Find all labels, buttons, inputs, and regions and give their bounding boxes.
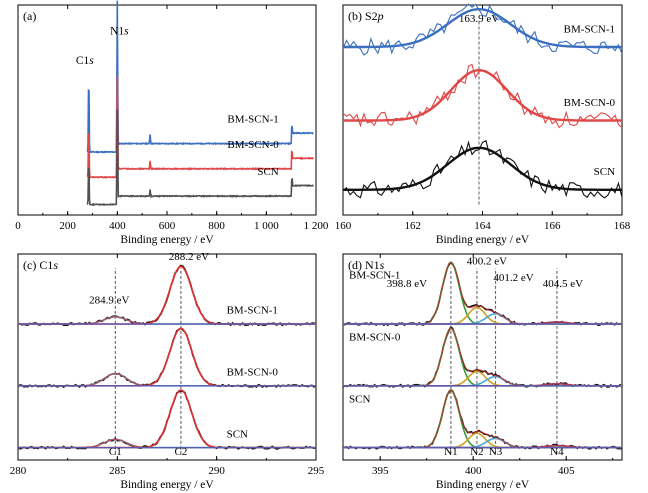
panel-label: (a)	[23, 9, 36, 23]
series-line	[86, 0, 314, 154]
x-tick-label: 166	[544, 220, 561, 232]
raw-spectrum	[342, 388, 623, 450]
x-axis-label: Binding energy / eV	[120, 479, 214, 491]
x-axis-label: Binding energy / eV	[120, 234, 214, 246]
panel-b: 160 162 164 166 168 Binding energy / eV (b) S2…	[335, 3, 631, 246]
series-label: SCN	[227, 428, 248, 440]
x-tick-label: 800	[208, 220, 225, 232]
x-tick-label: 290	[208, 465, 225, 477]
fit-curve	[343, 7, 622, 49]
x-tick-label: 200	[59, 220, 76, 232]
series-label: BM-SCN-1	[349, 270, 400, 282]
peak-annotation: 284.9 eV	[89, 294, 129, 306]
series-line	[86, 76, 314, 180]
axes-frame	[342, 253, 623, 461]
series-label: BM-SCN-0	[564, 97, 616, 109]
peak-label: N1s	[110, 25, 129, 37]
fit-envelope	[343, 389, 622, 449]
series-label: BM-SCN-1	[227, 114, 278, 126]
series-label: BM-SCN-0	[227, 367, 279, 379]
panel-a: 0 200 400 600 800 1 000 1 200 Binding energy / …	[15, 0, 329, 246]
peak-annotation: 288.2 eV	[169, 251, 209, 263]
x-tick-label: 1 000	[254, 220, 279, 232]
series-label: BM-SCN-0	[349, 332, 401, 344]
component-label: N2	[470, 446, 483, 458]
fit-curve	[343, 68, 622, 122]
reference-label: 163.9 eV	[459, 13, 499, 25]
peak-annotation: 400.2 eV	[467, 255, 507, 267]
axes-frame	[17, 253, 317, 461]
x-tick-label: 280	[10, 465, 27, 477]
x-tick-label: 395	[372, 465, 389, 477]
fit-envelope	[18, 389, 316, 449]
x-tick-label: 0	[15, 220, 21, 232]
panel-label: (d) N1s	[348, 258, 385, 272]
x-tick-label: 1 200	[304, 220, 329, 232]
axes-frame	[342, 4, 623, 216]
x-tick-label: 600	[159, 220, 176, 232]
component-label: N4	[550, 446, 564, 458]
x-tick-label: 295	[308, 465, 325, 477]
raw-spectrum	[342, 140, 623, 199]
series-label: SCN	[594, 166, 615, 178]
peak-annotation: 401.2 eV	[493, 272, 533, 284]
x-tick-label: 285	[109, 465, 126, 477]
x-tick-label: 400	[109, 220, 126, 232]
component-curve	[343, 370, 622, 387]
component-label: C1	[109, 446, 122, 458]
series-label: BM-SCN-1	[564, 23, 615, 35]
axes-frame	[17, 4, 317, 216]
component-curve	[343, 388, 622, 449]
panel-label: (b) S2p	[348, 9, 384, 23]
x-axis-label: Binding energy / eV	[436, 234, 530, 246]
x-tick-label: 162	[405, 220, 422, 232]
panel-c: 280 285 290 295 Binding energy / eV (c) C1s BM…	[10, 251, 325, 491]
series-label: SCN	[349, 393, 370, 405]
component-curve	[343, 306, 622, 325]
peak-annotation: 404.5 eV	[543, 278, 583, 290]
panel-label: (c) C1s	[23, 258, 58, 272]
series-label: BM-SCN-1	[227, 305, 278, 317]
x-axis-label: Binding energy / eV	[436, 479, 530, 491]
component-curve	[18, 389, 316, 449]
component-label: N1	[444, 446, 457, 458]
x-tick-label: 400	[465, 465, 482, 477]
component-label: C2	[174, 446, 187, 458]
series-label: SCN	[257, 166, 278, 178]
x-tick-label: 164	[474, 220, 491, 232]
peak-label: C1s	[76, 55, 94, 67]
peak-annotation: 398.8 eV	[387, 278, 427, 290]
x-tick-label: 160	[335, 220, 352, 232]
x-tick-label: 405	[558, 465, 575, 477]
series-line	[86, 109, 314, 207]
fit-curve	[343, 146, 622, 191]
component-label: N3	[489, 446, 503, 458]
raw-spectrum	[342, 3, 623, 56]
x-tick-label: 168	[614, 220, 631, 232]
series-label: BM-SCN-0	[227, 139, 279, 151]
component-curve	[343, 312, 622, 325]
